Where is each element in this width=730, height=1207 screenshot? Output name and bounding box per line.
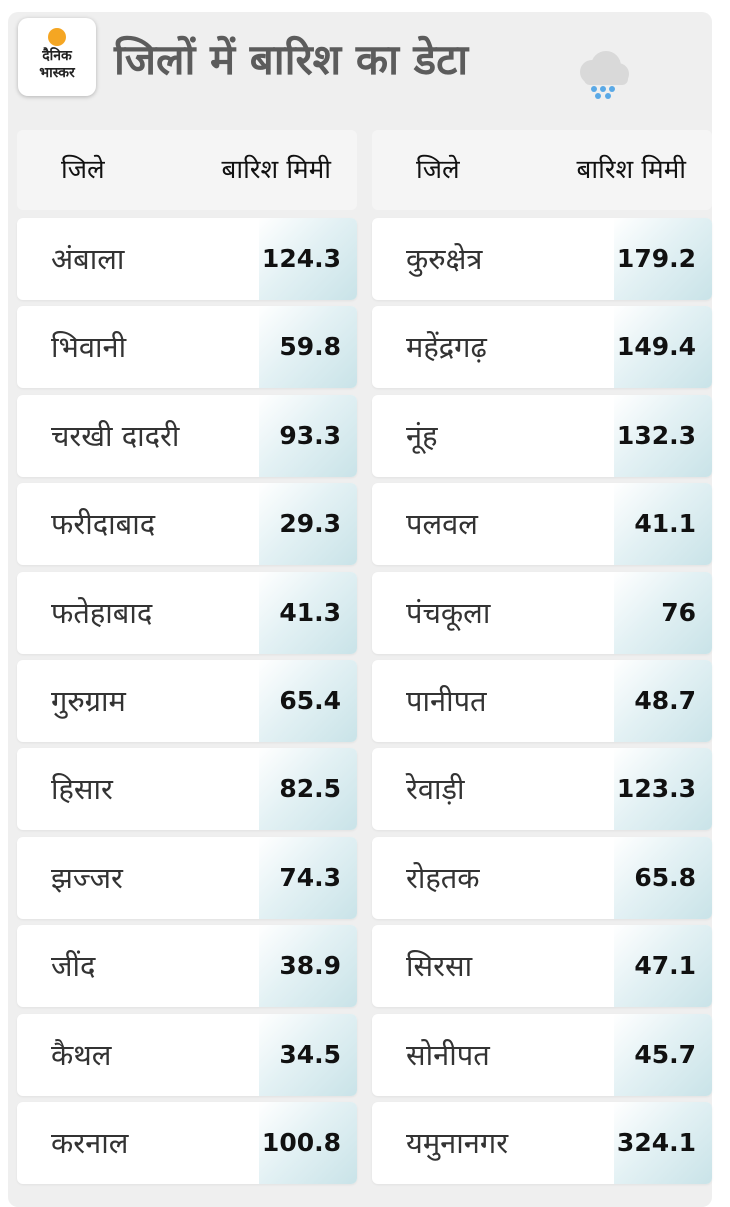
rainfall-value: 82.5 bbox=[259, 748, 357, 831]
rain-cloud-icon bbox=[580, 51, 629, 99]
table-row: सोनीपत 45.7 bbox=[372, 1013, 712, 1096]
table-row: चरखी दादरी 93.3 bbox=[17, 394, 357, 477]
table-row: रोहतक 65.8 bbox=[372, 836, 712, 919]
district-column-header: जिले bbox=[416, 155, 460, 185]
rainfall-value: 124.3 bbox=[259, 218, 357, 300]
table-row: कैथल 34.5 bbox=[17, 1013, 357, 1096]
rainfall-value: 179.2 bbox=[614, 218, 712, 300]
rainfall-value: 59.8 bbox=[259, 306, 357, 389]
table-row: नूंह 132.3 bbox=[372, 394, 712, 477]
rainfall-value: 34.5 bbox=[259, 1013, 357, 1096]
district-name: अंबाला bbox=[51, 242, 125, 276]
table-header: जिले बारिश मिमी bbox=[372, 130, 712, 210]
district-name: सोनीपत bbox=[406, 1037, 490, 1072]
table-row: फरीदाबाद 29.3 bbox=[17, 483, 357, 566]
district-name: यमुनानगर bbox=[406, 1126, 509, 1160]
table-row: अंबाला 124.3 bbox=[17, 218, 357, 300]
district-name: जींद bbox=[51, 949, 96, 984]
table-row: सिरसा 47.1 bbox=[372, 925, 712, 1008]
district-column-header: जिले bbox=[61, 155, 105, 185]
table-row: झज्जर 74.3 bbox=[17, 836, 357, 919]
rainfall-column-header: बारिश मिमी bbox=[576, 155, 686, 185]
district-name: पलवल bbox=[406, 507, 478, 542]
table-row: यमुनानगर 324.1 bbox=[372, 1102, 712, 1184]
rainfall-value: 45.7 bbox=[614, 1013, 712, 1096]
district-name: गुरुग्राम bbox=[51, 684, 126, 718]
page-title: जिलों में बारिश का डेटा bbox=[114, 35, 469, 84]
district-name: हिसार bbox=[51, 772, 113, 807]
rainfall-value: 65.8 bbox=[614, 836, 712, 919]
district-name: नूंह bbox=[406, 418, 438, 453]
rainfall-value: 324.1 bbox=[614, 1102, 712, 1184]
rainfall-value: 47.1 bbox=[614, 925, 712, 1008]
rainfall-value: 41.1 bbox=[614, 483, 712, 566]
rainfall-value: 149.4 bbox=[614, 306, 712, 389]
district-name: रोहतक bbox=[406, 860, 480, 895]
rainfall-value: 93.3 bbox=[259, 394, 357, 477]
district-name: फतेहाबाद bbox=[51, 595, 153, 630]
district-name: झज्जर bbox=[51, 860, 123, 895]
logo-text-line1: दैनिक bbox=[42, 48, 72, 64]
rainfall-value: 38.9 bbox=[259, 925, 357, 1008]
rainfall-value: 100.8 bbox=[259, 1102, 357, 1184]
table-row: फतेहाबाद 41.3 bbox=[17, 571, 357, 654]
district-name: फरीदाबाद bbox=[51, 507, 156, 542]
district-name: भिवानी bbox=[51, 330, 127, 365]
table-row: हिसार 82.5 bbox=[17, 748, 357, 831]
district-name: महेंद्रगढ़ bbox=[406, 330, 487, 365]
district-name: रेवाड़ी bbox=[406, 772, 465, 807]
rainfall-value: 48.7 bbox=[614, 660, 712, 742]
dainik-bhaskar-logo: दैनिक भास्कर bbox=[18, 18, 96, 96]
sun-icon bbox=[48, 28, 66, 46]
table-row: कुरुक्षेत्र 179.2 bbox=[372, 218, 712, 300]
table-header: जिले बारिश मिमी bbox=[17, 130, 357, 210]
table-row: रेवाड़ी 123.3 bbox=[372, 748, 712, 831]
table-row: पानीपत 48.7 bbox=[372, 660, 712, 742]
table-row: गुरुग्राम 65.4 bbox=[17, 660, 357, 742]
rainfall-value: 74.3 bbox=[259, 836, 357, 919]
table-row: भिवानी 59.8 bbox=[17, 306, 357, 389]
district-name: पंचकूला bbox=[406, 595, 491, 630]
district-name: सिरसा bbox=[406, 949, 473, 984]
district-name: कुरुक्षेत्र bbox=[406, 242, 483, 276]
logo-text-line2: भास्कर bbox=[39, 65, 75, 81]
district-name: पानीपत bbox=[406, 684, 487, 718]
rainfall-value: 65.4 bbox=[259, 660, 357, 742]
rainfall-value: 29.3 bbox=[259, 483, 357, 566]
rainfall-value: 132.3 bbox=[614, 394, 712, 477]
rainfall-value: 123.3 bbox=[614, 748, 712, 831]
rainfall-value: 41.3 bbox=[259, 571, 357, 654]
table-row: पंचकूला 76 bbox=[372, 571, 712, 654]
table-row: जींद 38.9 bbox=[17, 925, 357, 1008]
table-row: करनाल 100.8 bbox=[17, 1102, 357, 1184]
rainfall-column-header: बारिश मिमी bbox=[221, 155, 331, 185]
district-name: करनाल bbox=[51, 1126, 129, 1160]
rainfall-value: 76 bbox=[614, 571, 712, 654]
table-row: महेंद्रगढ़ 149.4 bbox=[372, 306, 712, 389]
district-name: चरखी दादरी bbox=[51, 418, 180, 453]
table-row: पलवल 41.1 bbox=[372, 483, 712, 566]
district-name: कैथल bbox=[51, 1037, 112, 1072]
